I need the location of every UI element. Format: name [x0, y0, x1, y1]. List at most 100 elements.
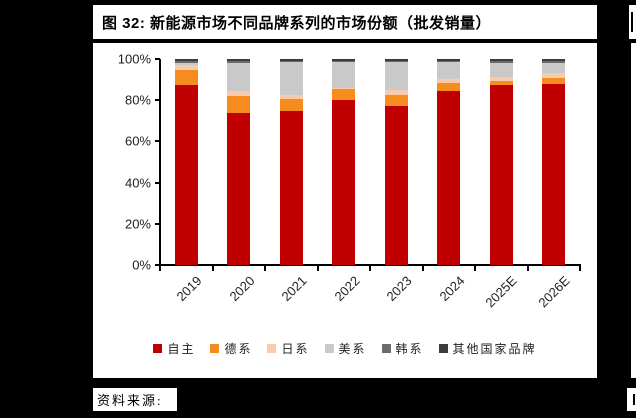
x-tick — [526, 266, 529, 271]
bar-segment-其他国家品牌 — [332, 59, 356, 62]
adjacent-figure-text-fragment — [633, 394, 635, 405]
y-axis — [159, 59, 161, 266]
x-tick — [211, 266, 214, 271]
bar-segment-德系 — [489, 80, 513, 85]
legend-label: 日系 — [281, 342, 310, 356]
bar-segment-日系 — [542, 73, 566, 78]
adjacent-figure-text-fragment — [631, 12, 633, 32]
x-label-2021: 2021 — [278, 273, 310, 305]
bar-segment-日系 — [489, 76, 513, 81]
bar-segment-日系 — [332, 87, 356, 89]
y-tick-label-60%: 60% — [124, 133, 151, 149]
bar-segment-其他国家品牌 — [542, 59, 566, 62]
legend-label: 自主 — [167, 342, 196, 356]
x-tick — [159, 266, 161, 271]
stacked-bar-chart: 0% 20% 40% 60% 80% 100% 2019 2020 2021 2022 2023 2… — [93, 43, 597, 378]
y-tick-20% — [155, 222, 160, 225]
bar-segment-美系 — [489, 63, 513, 77]
legend-swatch-icon — [381, 344, 391, 353]
bar-segment-自主 — [542, 83, 566, 265]
x-tick — [421, 266, 424, 271]
x-axis — [155, 264, 581, 266]
bar-segment-韩系 — [384, 61, 408, 63]
bar-2021 — [279, 59, 303, 265]
x-label-2019: 2019 — [173, 273, 205, 305]
bar-segment-韩系 — [542, 61, 566, 64]
bar-segment-德系 — [227, 96, 251, 113]
bar-segment-其他国家品牌 — [437, 59, 461, 62]
legend-item-德系: 德系 — [210, 340, 252, 357]
adjacent-figure-title-sliver — [629, 5, 636, 39]
bar-2019 — [174, 59, 198, 265]
legend-label: 韩系 — [395, 342, 424, 356]
y-tick-60% — [155, 140, 160, 143]
bar-segment-自主 — [437, 90, 461, 265]
x-tick — [369, 266, 371, 271]
bar-segment-韩系 — [437, 61, 461, 63]
x-tick — [579, 266, 581, 271]
bar-segment-美系 — [542, 63, 566, 74]
bar-segment-美系 — [279, 62, 303, 96]
bar-segment-日系 — [227, 90, 251, 97]
chart-legend: 自主 德系 日系 美系 韩系 其他国家品牌 — [93, 340, 597, 357]
bar-segment-美系 — [332, 62, 356, 88]
bar-segment-其他国家品牌 — [489, 59, 513, 62]
legend-item-韩系: 韩系 — [381, 340, 424, 357]
bar-segment-日系 — [437, 78, 461, 83]
bar-2020 — [227, 59, 251, 265]
bar-segment-日系 — [279, 95, 303, 100]
source-label: 资料来源: — [97, 393, 163, 408]
legend-swatch-icon — [324, 344, 334, 353]
y-tick-label-20%: 20% — [124, 216, 151, 232]
bar-segment-美系 — [227, 63, 251, 91]
x-label-2023: 2023 — [383, 273, 415, 305]
bar-segment-德系 — [332, 88, 356, 101]
x-tick — [264, 266, 266, 271]
bar-2026E — [542, 59, 566, 265]
bar-segment-韩系 — [489, 61, 513, 64]
y-tick-label-40%: 40% — [124, 175, 151, 191]
bar-segment-德系 — [174, 70, 198, 85]
bar-segment-德系 — [542, 77, 566, 84]
bar-segment-自主 — [489, 84, 513, 265]
bar-segment-美系 — [174, 63, 198, 66]
legend-label: 德系 — [224, 342, 253, 356]
legend-swatch-icon — [210, 344, 220, 353]
legend-item-美系: 美系 — [324, 340, 367, 357]
y-tick-100% — [155, 58, 160, 60]
bar-segment-自主 — [384, 106, 408, 265]
bar-2022 — [332, 59, 356, 265]
legend-item-日系: 日系 — [267, 340, 309, 357]
bar-segment-自主 — [279, 110, 303, 265]
bar-2024 — [437, 59, 461, 265]
x-tick — [316, 266, 319, 271]
bar-segment-其他国家品牌 — [279, 59, 303, 62]
x-tick — [474, 266, 476, 271]
bar-segment-日系 — [384, 89, 408, 96]
x-label-2022: 2022 — [331, 273, 363, 305]
y-tick-0% — [155, 264, 160, 266]
x-label-2020: 2020 — [226, 273, 258, 305]
bar-segment-韩系 — [279, 61, 303, 63]
adjacent-figure-body-sliver — [631, 43, 636, 378]
y-tick-80% — [155, 99, 160, 102]
figure-title-bar: 图 32: 新能源市场不同品牌系列的市场份额（批发销量） — [93, 5, 597, 39]
bar-2025E — [489, 59, 513, 265]
bar-segment-自主 — [174, 84, 198, 265]
legend-item-其他国家品牌: 其他国家品牌 — [438, 340, 537, 357]
legend-item-自主: 自主 — [153, 340, 195, 357]
bar-segment-自主 — [227, 112, 251, 265]
source-bar: 资料来源: — [93, 388, 177, 411]
y-tick-label-0%: 0% — [132, 257, 151, 273]
x-label-2026E: 2026E — [535, 273, 573, 311]
legend-swatch-icon — [267, 344, 277, 353]
figure-title: 图 32: 新能源市场不同品牌系列的市场份额（批发销量） — [102, 14, 492, 32]
adjacent-figure-source-sliver — [627, 388, 636, 411]
bar-segment-自主 — [332, 100, 356, 265]
bar-segment-德系 — [384, 95, 408, 107]
bar-segment-韩系 — [174, 61, 198, 64]
legend-swatch-icon — [438, 344, 448, 353]
bar-segment-美系 — [384, 62, 408, 90]
bar-segment-韩系 — [332, 61, 356, 63]
